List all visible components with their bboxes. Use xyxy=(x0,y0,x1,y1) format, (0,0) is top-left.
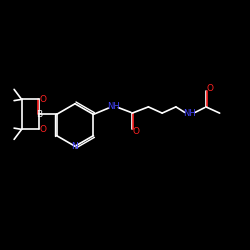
Text: NH: NH xyxy=(107,102,120,112)
Text: O: O xyxy=(39,95,46,104)
Text: NH: NH xyxy=(183,108,196,118)
Text: B: B xyxy=(36,110,42,119)
Text: O: O xyxy=(206,84,213,93)
Text: N: N xyxy=(72,142,78,151)
Text: O: O xyxy=(132,127,140,136)
Text: O: O xyxy=(39,125,46,134)
